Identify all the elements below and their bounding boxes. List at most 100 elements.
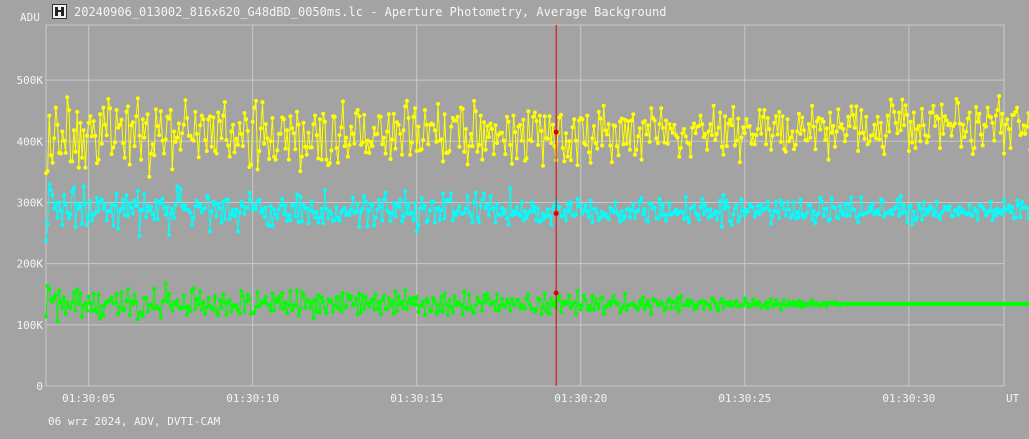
data-point (108, 209, 112, 214)
data-point (185, 312, 190, 317)
data-point (386, 210, 391, 215)
data-point (290, 308, 295, 313)
data-point (150, 142, 155, 147)
data-point (298, 194, 303, 199)
data-point (975, 119, 980, 124)
data-point (649, 311, 654, 316)
data-point (678, 146, 683, 150)
data-point (377, 198, 381, 202)
data-point (575, 196, 580, 201)
data-point (362, 112, 367, 117)
data-point (391, 311, 396, 316)
data-point (580, 117, 585, 122)
data-point (198, 202, 203, 207)
data-point (769, 147, 774, 152)
x-axis-label: UT (1006, 392, 1020, 405)
data-point (637, 299, 642, 303)
data-point (352, 141, 357, 146)
data-point (363, 150, 368, 155)
data-point (938, 146, 942, 150)
data-point (587, 215, 591, 220)
data-point (632, 152, 637, 157)
data-point (718, 110, 723, 115)
data-point (944, 118, 949, 123)
data-point (636, 134, 641, 139)
data-point (726, 303, 731, 308)
data-point (390, 211, 395, 216)
data-point (50, 193, 55, 198)
data-point (293, 214, 298, 219)
data-point (355, 108, 360, 112)
data-point (444, 302, 449, 307)
data-point (547, 311, 552, 316)
data-point (344, 135, 349, 140)
data-point (567, 139, 572, 144)
data-point (304, 205, 309, 210)
data-point (613, 200, 618, 205)
data-point (678, 294, 683, 299)
data-point (295, 288, 299, 293)
data-point (980, 143, 985, 148)
data-point (993, 113, 998, 118)
data-point (683, 194, 688, 199)
data-point (332, 303, 337, 308)
data-point (83, 201, 88, 206)
data-point (112, 301, 117, 306)
data-point (736, 219, 741, 224)
data-point (235, 308, 240, 313)
data-point (921, 200, 926, 205)
data-point (929, 206, 934, 211)
data-point (867, 204, 872, 209)
data-point (286, 157, 291, 162)
data-point (418, 206, 422, 211)
data-point (870, 201, 875, 206)
data-point (127, 201, 132, 206)
data-point (355, 312, 360, 317)
data-point (565, 202, 570, 207)
data-point (782, 207, 787, 212)
data-point (954, 207, 959, 212)
app-icon[interactable] (52, 4, 67, 19)
data-point (172, 129, 176, 134)
data-point (649, 106, 654, 111)
data-point (641, 212, 646, 217)
data-point (432, 220, 437, 225)
data-point (675, 296, 680, 301)
data-point (409, 140, 414, 145)
data-point (636, 208, 641, 213)
data-point (657, 196, 662, 201)
data-point (680, 210, 685, 215)
data-point (306, 221, 311, 226)
data-point (404, 306, 409, 311)
data-point (609, 160, 614, 165)
data-point (880, 144, 885, 149)
data-point (924, 207, 929, 212)
data-point (76, 206, 81, 211)
data-point (729, 123, 734, 128)
data-point (345, 154, 350, 159)
data-point (437, 218, 442, 223)
data-point (76, 302, 81, 306)
data-point (401, 128, 406, 133)
data-point (75, 201, 80, 206)
data-point (142, 192, 147, 197)
data-point (865, 210, 870, 215)
data-point (165, 299, 170, 304)
data-point (357, 114, 362, 119)
data-point (152, 217, 157, 221)
data-point (787, 139, 792, 144)
data-point (708, 207, 713, 212)
data-point (695, 213, 700, 218)
data-point (634, 147, 639, 152)
data-point (457, 204, 462, 209)
data-point (393, 214, 398, 219)
data-point (495, 292, 500, 297)
data-point (652, 118, 657, 123)
data-point (208, 303, 212, 308)
data-point (842, 139, 847, 144)
data-point (53, 105, 58, 110)
data-point (58, 300, 63, 305)
data-point (240, 144, 245, 149)
data-point (567, 209, 572, 214)
